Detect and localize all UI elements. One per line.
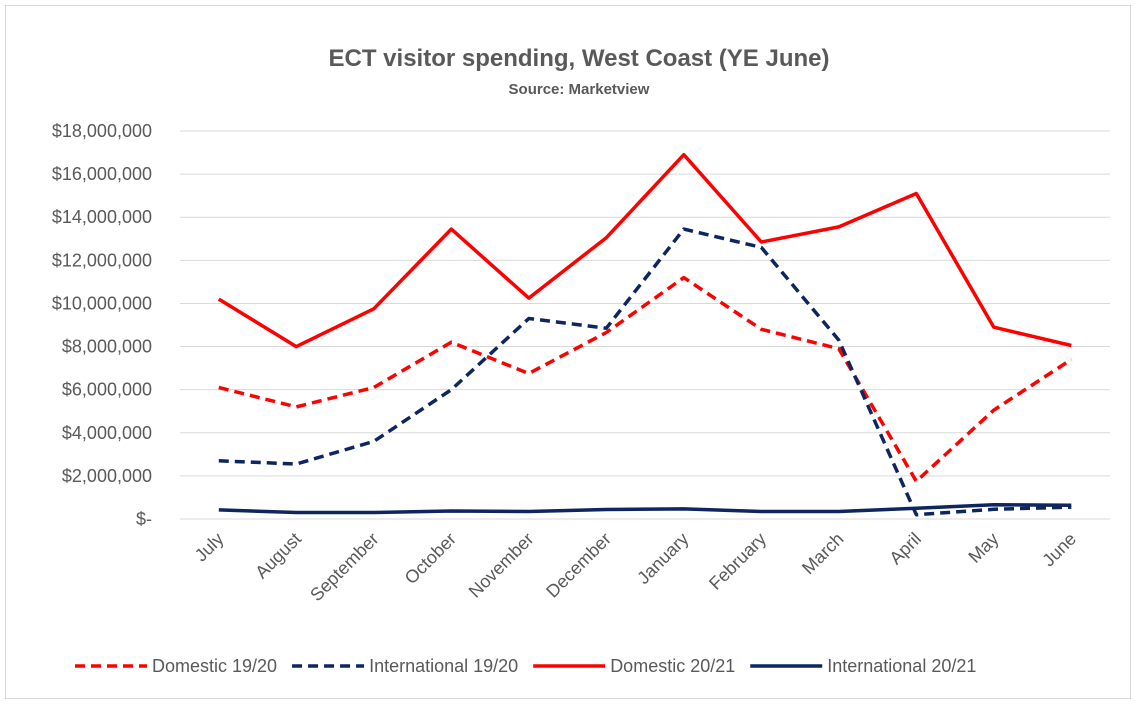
y-tick-label: $2,000,000 — [62, 466, 152, 486]
series-line — [218, 503, 1072, 515]
x-tick-label: August — [251, 529, 305, 583]
x-tick-label: December — [542, 529, 615, 602]
y-tick-label: $8,000,000 — [62, 337, 152, 357]
x-tick-label: November — [465, 529, 538, 602]
x-tick-label: May — [964, 529, 1002, 567]
legend-label: International 20/21 — [827, 656, 976, 676]
x-tick-label: April — [885, 529, 925, 569]
legend-label: International 19/20 — [369, 656, 518, 676]
y-axis: $- $2,000,000 $4,000,000 $6,000,000 $8,000,0… — [52, 121, 152, 529]
y-tick-label: $16,000,000 — [52, 164, 152, 184]
x-tick-label: January — [633, 529, 692, 588]
x-tick-label: February — [705, 529, 770, 594]
series-lines — [217, 152, 1073, 517]
legend-label: Domestic 20/21 — [610, 656, 735, 676]
x-axis: July August September October November Decemb… — [191, 529, 1080, 605]
y-tick-label: $6,000,000 — [62, 380, 152, 400]
x-tick-label: March — [798, 529, 848, 579]
y-tick-label: $- — [136, 509, 152, 529]
x-tick-label: September — [306, 529, 382, 605]
x-tick-label: June — [1038, 529, 1080, 571]
legend: Domestic 19/20 International 19/20 Domesti… — [75, 656, 976, 676]
y-tick-label: $14,000,000 — [52, 207, 152, 227]
x-tick-label: October — [401, 529, 460, 588]
y-tick-label: $4,000,000 — [62, 423, 152, 443]
y-tick-label: $10,000,000 — [52, 293, 152, 313]
chart-subtitle: Source: Marketview — [509, 81, 650, 98]
series-line — [217, 152, 1072, 349]
legend-label: Domestic 19/20 — [152, 656, 277, 676]
y-tick-label: $12,000,000 — [52, 250, 152, 270]
chart-title: ECT visitor spending, West Coast (YE Jun… — [329, 45, 830, 72]
series-line — [218, 275, 1073, 484]
series-line — [218, 227, 1072, 517]
x-tick-label: July — [191, 529, 228, 566]
y-tick-label: $18,000,000 — [52, 121, 152, 141]
gridlines — [180, 130, 1110, 520]
